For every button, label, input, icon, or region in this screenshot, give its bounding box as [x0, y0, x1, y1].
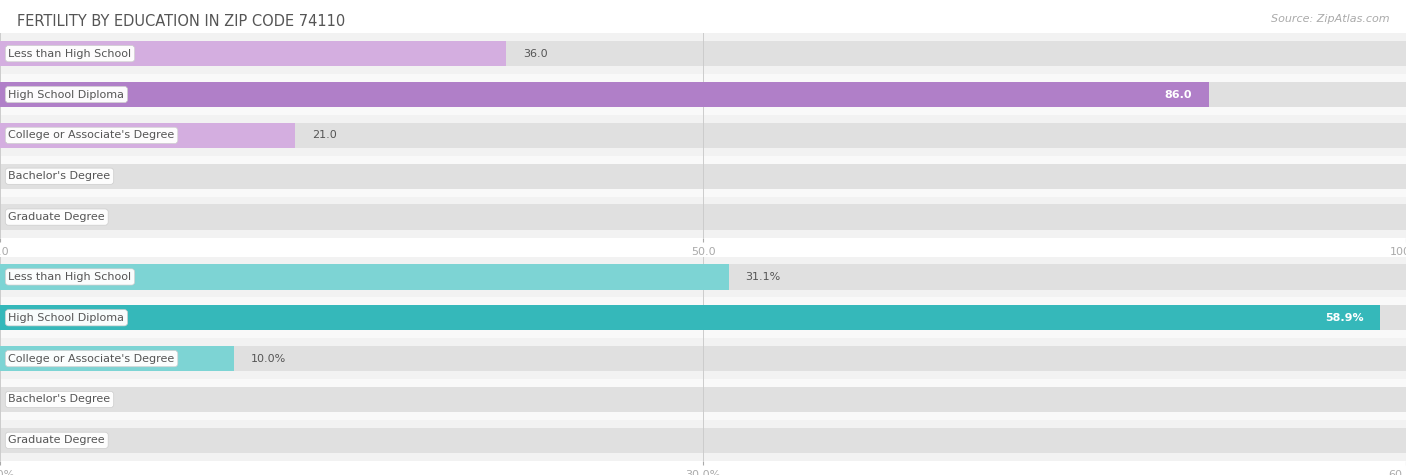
Bar — [0, 123, 295, 148]
Text: 36.0: 36.0 — [523, 48, 548, 59]
Text: 0.0: 0.0 — [17, 171, 35, 181]
Bar — [0, 197, 1406, 238]
Bar — [0, 123, 1406, 148]
Bar — [0, 338, 1406, 379]
Text: FERTILITY BY EDUCATION IN ZIP CODE 74110: FERTILITY BY EDUCATION IN ZIP CODE 74110 — [17, 14, 344, 29]
Text: College or Associate's Degree: College or Associate's Degree — [8, 130, 174, 141]
Text: College or Associate's Degree: College or Associate's Degree — [8, 353, 174, 364]
Bar — [0, 346, 1406, 371]
Bar — [0, 346, 235, 371]
Bar — [0, 82, 1209, 107]
Bar — [0, 264, 1406, 290]
Bar — [0, 264, 728, 290]
Text: 21.0: 21.0 — [312, 130, 337, 141]
Bar — [0, 74, 1406, 115]
Text: High School Diploma: High School Diploma — [8, 89, 125, 100]
Text: 86.0: 86.0 — [1164, 89, 1192, 100]
Text: 0.0%: 0.0% — [17, 394, 45, 405]
Bar — [0, 305, 1406, 331]
Bar — [0, 163, 1406, 189]
Text: Source: ZipAtlas.com: Source: ZipAtlas.com — [1271, 14, 1389, 24]
Bar — [0, 305, 1381, 331]
Bar — [0, 115, 1406, 156]
Text: Bachelor's Degree: Bachelor's Degree — [8, 171, 111, 181]
Bar — [0, 256, 1406, 297]
Text: 58.9%: 58.9% — [1324, 313, 1364, 323]
Text: 10.0%: 10.0% — [252, 353, 287, 364]
Bar — [0, 33, 1406, 74]
Text: High School Diploma: High School Diploma — [8, 313, 125, 323]
Bar — [0, 428, 1406, 453]
Text: 31.1%: 31.1% — [745, 272, 780, 282]
Bar — [0, 41, 1406, 66]
Bar — [0, 82, 1406, 107]
Bar — [0, 387, 1406, 412]
Bar — [0, 297, 1406, 338]
Text: Graduate Degree: Graduate Degree — [8, 212, 105, 222]
Text: Less than High School: Less than High School — [8, 48, 132, 59]
Text: Bachelor's Degree: Bachelor's Degree — [8, 394, 111, 405]
Text: Graduate Degree: Graduate Degree — [8, 435, 105, 446]
Text: 0.0%: 0.0% — [17, 435, 45, 446]
Bar — [0, 41, 506, 66]
Text: Less than High School: Less than High School — [8, 272, 132, 282]
Bar — [0, 379, 1406, 420]
Bar — [0, 420, 1406, 461]
Text: 0.0: 0.0 — [17, 212, 35, 222]
Bar — [0, 156, 1406, 197]
Bar — [0, 204, 1406, 230]
